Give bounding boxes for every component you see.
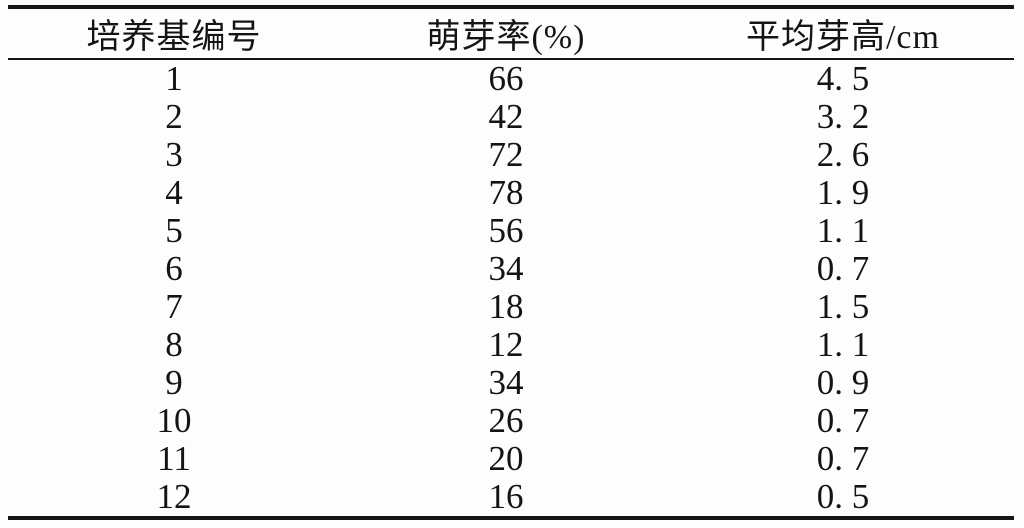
table-header-row: 培养基编号 萌芽率(%) 平均芽高/cm bbox=[8, 7, 1014, 60]
cell-shoot-height: 3. 2 bbox=[816, 97, 870, 136]
table-row: 3 72 2. 6 bbox=[8, 136, 1014, 174]
cell-medium-id: 12 bbox=[156, 477, 192, 516]
table-row: 9 34 0. 9 bbox=[8, 364, 1014, 402]
table-row: 7 18 1. 5 bbox=[8, 288, 1014, 326]
table-row: 2 42 3. 2 bbox=[8, 98, 1014, 136]
cell-shoot-height: 0. 5 bbox=[816, 477, 870, 516]
cell-germination: 20 bbox=[488, 439, 524, 478]
data-table: 培养基编号 萌芽率(%) 平均芽高/cm 1 66 4. 5 2 42 3. 2… bbox=[8, 5, 1014, 520]
cell-shoot-height: 0. 9 bbox=[816, 363, 870, 402]
cell-medium-id: 4 bbox=[165, 173, 183, 212]
cell-germination: 18 bbox=[488, 287, 524, 326]
cell-medium-id: 2 bbox=[165, 97, 183, 136]
cell-germination: 34 bbox=[488, 249, 524, 288]
cell-medium-id: 9 bbox=[165, 363, 183, 402]
cell-shoot-height: 1. 1 bbox=[816, 325, 870, 364]
cell-germination: 26 bbox=[488, 401, 524, 440]
cell-germination: 12 bbox=[488, 325, 524, 364]
column-header-germination: 萌芽率(%) bbox=[339, 7, 672, 60]
cell-shoot-height: 1. 1 bbox=[816, 211, 870, 250]
cell-germination: 34 bbox=[488, 363, 524, 402]
cell-shoot-height: 1. 5 bbox=[816, 287, 870, 326]
cell-medium-id: 10 bbox=[156, 401, 192, 440]
column-header-shoot-height: 平均芽高/cm bbox=[671, 7, 1014, 60]
cell-medium-id: 1 bbox=[165, 59, 183, 98]
cell-germination: 78 bbox=[488, 173, 524, 212]
cell-shoot-height: 1. 9 bbox=[816, 173, 870, 212]
table-row: 12 16 0. 5 bbox=[8, 478, 1014, 518]
table-row: 4 78 1. 9 bbox=[8, 174, 1014, 212]
table-row: 6 34 0. 7 bbox=[8, 250, 1014, 288]
cell-germination: 72 bbox=[488, 135, 524, 174]
table-row: 1 66 4. 5 bbox=[8, 59, 1014, 98]
cell-medium-id: 6 bbox=[165, 249, 183, 288]
cell-shoot-height: 0. 7 bbox=[816, 401, 870, 440]
table-row: 8 12 1. 1 bbox=[8, 326, 1014, 364]
cell-medium-id: 3 bbox=[165, 135, 183, 174]
cell-germination: 16 bbox=[488, 477, 524, 516]
table-row: 10 26 0. 7 bbox=[8, 402, 1014, 440]
cell-germination: 56 bbox=[488, 211, 524, 250]
cell-shoot-height: 0. 7 bbox=[816, 249, 870, 288]
cell-medium-id: 8 bbox=[165, 325, 183, 364]
cell-germination: 66 bbox=[488, 59, 524, 98]
cell-medium-id: 11 bbox=[157, 439, 191, 478]
cell-germination: 42 bbox=[488, 97, 524, 136]
table-row: 11 20 0. 7 bbox=[8, 440, 1014, 478]
cell-medium-id: 5 bbox=[165, 211, 183, 250]
cell-shoot-height: 0. 7 bbox=[816, 439, 870, 478]
column-header-medium-id: 培养基编号 bbox=[8, 7, 340, 60]
cell-shoot-height: 2. 6 bbox=[816, 135, 870, 174]
table-row: 5 56 1. 1 bbox=[8, 212, 1014, 250]
cell-medium-id: 7 bbox=[165, 287, 183, 326]
cell-shoot-height: 4. 5 bbox=[816, 59, 870, 98]
